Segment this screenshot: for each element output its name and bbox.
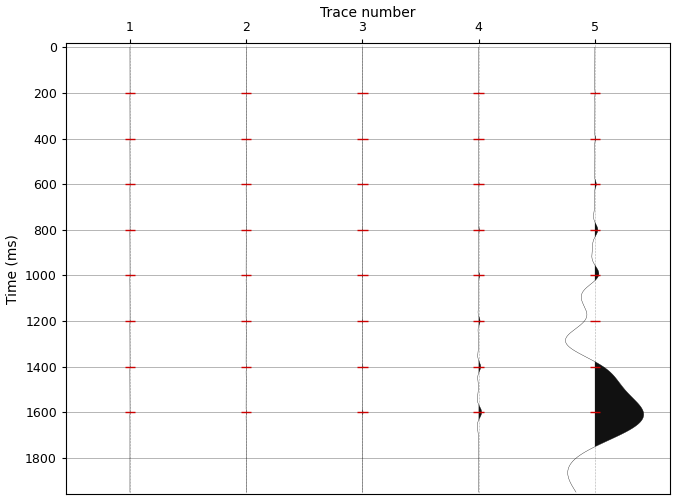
Y-axis label: Time (ms): Time (ms) — [5, 234, 20, 304]
X-axis label: Trace number: Trace number — [320, 6, 416, 20]
